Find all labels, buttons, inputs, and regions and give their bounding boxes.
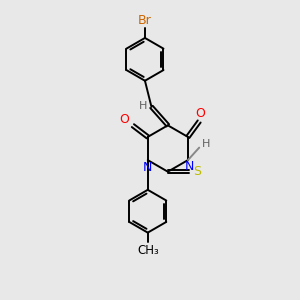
- Text: S: S: [193, 165, 201, 178]
- Text: H: H: [138, 101, 147, 111]
- Text: CH₃: CH₃: [137, 244, 159, 257]
- Text: N: N: [142, 161, 152, 174]
- Text: O: O: [196, 106, 205, 120]
- Text: H: H: [202, 139, 210, 149]
- Text: Br: Br: [138, 14, 152, 27]
- Text: O: O: [119, 113, 129, 126]
- Text: N: N: [184, 160, 194, 173]
